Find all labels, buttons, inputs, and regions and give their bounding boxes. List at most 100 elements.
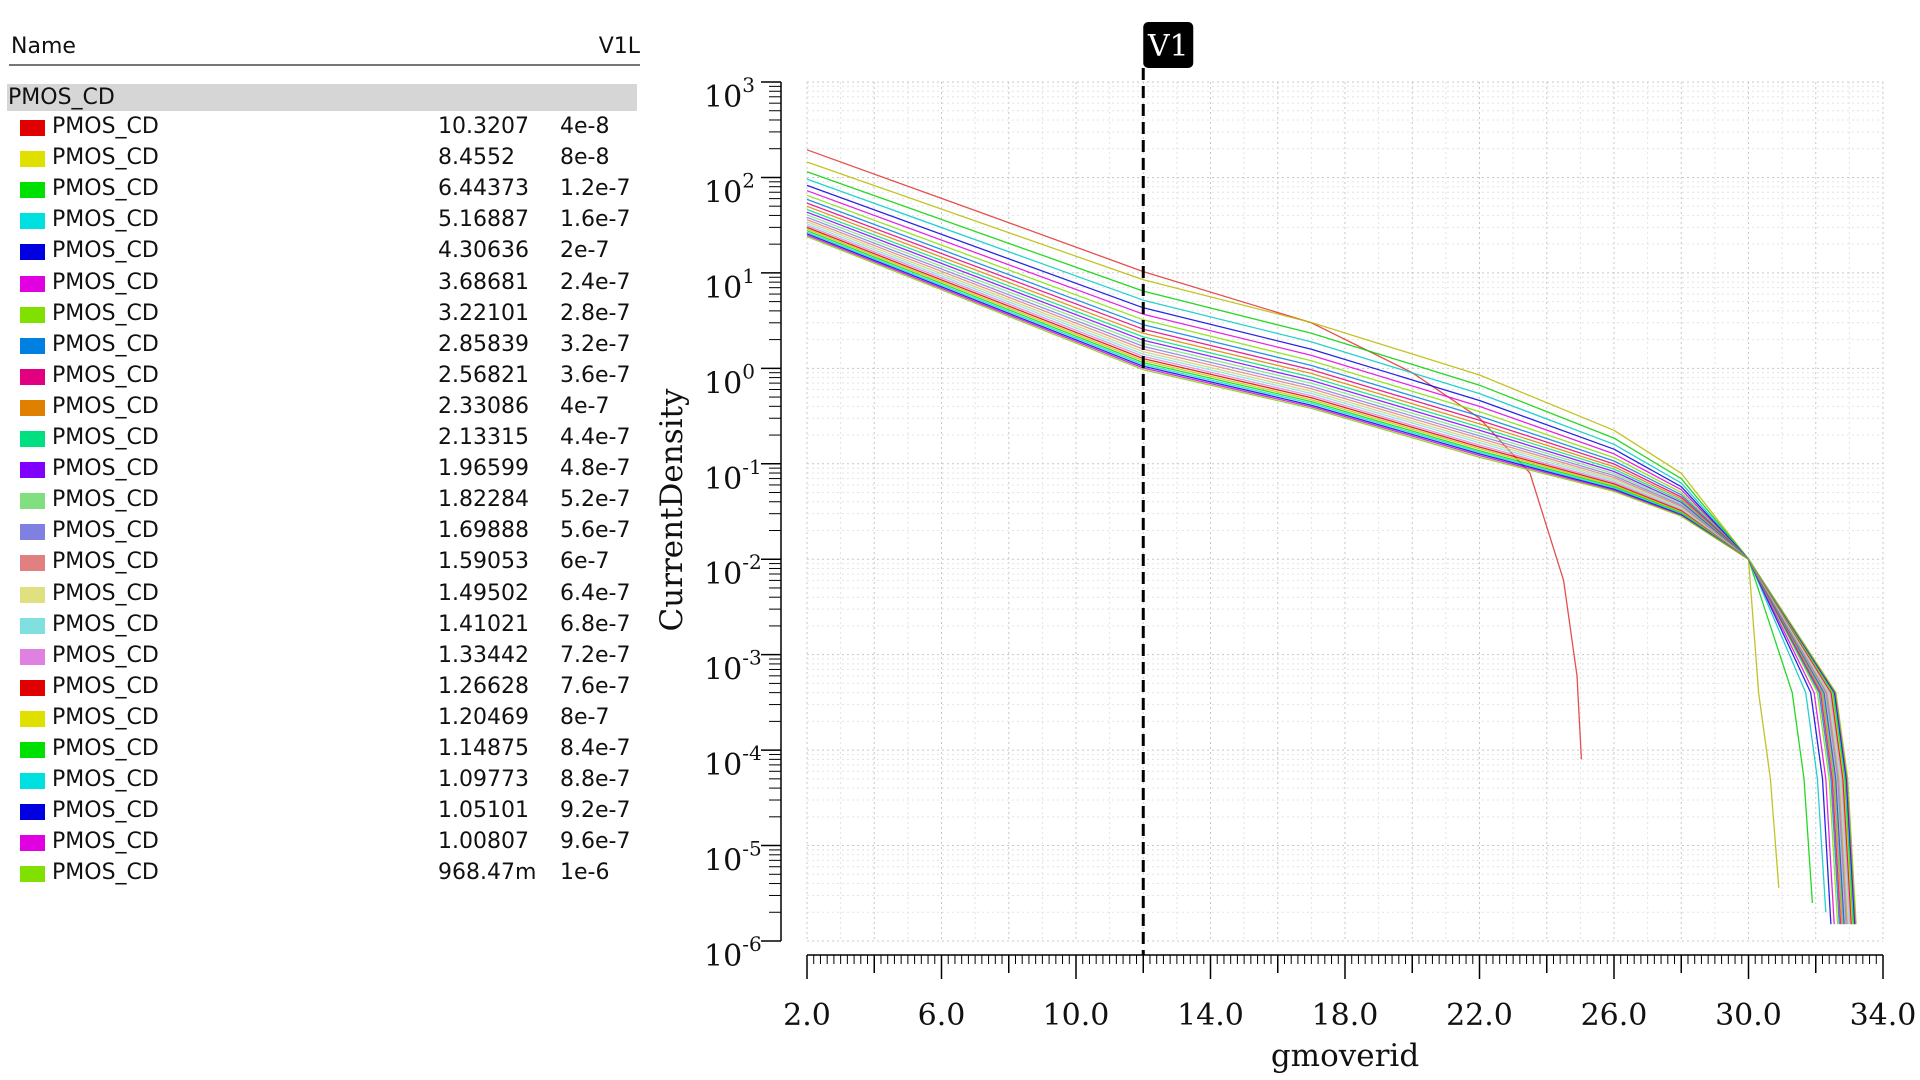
color-swatch — [20, 679, 45, 696]
legend-item[interactable]: PMOS_CD 3.68681 2.4e-7 — [0, 268, 640, 298]
item-param: 1.2e-7 — [560, 176, 631, 202]
legend-item[interactable]: PMOS_CD 1.59053 6e-7 — [0, 547, 640, 577]
legend-item[interactable]: PMOS_CD 1.82284 5.2e-7 — [0, 485, 640, 515]
item-name: PMOS_CD — [52, 425, 159, 450]
legend-item[interactable]: PMOS_CD 1.09773 8.8e-7 — [0, 765, 640, 795]
item-name: PMOS_CD — [52, 611, 159, 637]
color-swatch — [20, 804, 45, 821]
series-line[interactable] — [806, 223, 1851, 925]
legend-item[interactable]: PMOS_CD 968.47m 1e-6 — [0, 858, 640, 888]
legend-item[interactable]: PMOS_CD 1.49502 6.4e-7 — [0, 579, 640, 609]
legend-item[interactable]: PMOS_CD 1.41021 6.8e-7 — [0, 610, 640, 640]
item-param: 7.2e-7 — [560, 642, 631, 668]
legend-group-row[interactable]: PMOS_CD — [7, 84, 637, 111]
x-tick-label: 6.0 — [918, 998, 966, 1033]
item-param: 2.4e-7 — [560, 269, 631, 295]
column-header-v1l[interactable]: V1L — [598, 34, 640, 59]
item-value: 8.4552 — [438, 145, 515, 171]
color-swatch — [20, 399, 45, 416]
legend-item[interactable]: PMOS_CD 2.13315 4.4e-7 — [0, 423, 640, 453]
color-swatch — [20, 244, 45, 261]
item-name: PMOS_CD — [52, 487, 159, 513]
legend-item[interactable]: PMOS_CD 1.26628 7.6e-7 — [0, 672, 640, 702]
series-line[interactable] — [806, 214, 1846, 925]
series-line[interactable] — [806, 218, 1849, 925]
item-param: 9.6e-7 — [560, 829, 631, 855]
legend-item[interactable]: PMOS_CD 1.05101 9.2e-7 — [0, 796, 640, 826]
item-param: 4e-7 — [560, 393, 610, 419]
color-swatch — [20, 866, 45, 883]
legend-item[interactable]: PMOS_CD 1.00807 9.6e-7 — [0, 827, 640, 857]
y-tick-exponent: 3 — [742, 73, 755, 97]
series-line[interactable] — [806, 228, 1854, 925]
legend-item[interactable]: PMOS_CD 1.20469 8e-7 — [0, 703, 640, 733]
color-swatch — [20, 835, 45, 852]
series-line[interactable] — [806, 224, 1852, 925]
legend-item[interactable]: PMOS_CD 2.33086 4e-7 — [0, 392, 640, 422]
series-line[interactable] — [806, 233, 1856, 925]
series-line[interactable] — [806, 211, 1845, 925]
legend-item[interactable]: PMOS_CD 6.44373 1.2e-7 — [0, 174, 640, 204]
legend-item[interactable]: PMOS_CD 1.33442 7.2e-7 — [0, 641, 640, 671]
item-name: PMOS_CD — [52, 269, 159, 295]
series-line[interactable] — [806, 194, 1839, 925]
group-label: PMOS_CD — [8, 85, 115, 110]
item-value: 2.13315 — [438, 425, 529, 450]
y-tick-exponent: -2 — [742, 550, 761, 574]
legend-item[interactable]: PMOS_CD 1.96599 4.8e-7 — [0, 454, 640, 484]
series-line[interactable] — [806, 178, 1827, 913]
series-line[interactable] — [806, 184, 1832, 925]
item-param: 6.8e-7 — [560, 611, 631, 637]
item-param: 8e-7 — [560, 704, 610, 730]
series-line[interactable] — [806, 230, 1855, 925]
item-name: PMOS_CD — [52, 238, 159, 264]
series-line[interactable] — [806, 226, 1853, 925]
series-line[interactable] — [806, 234, 1857, 925]
item-value: 1.59053 — [438, 549, 529, 575]
item-value: 5.16887 — [438, 207, 529, 233]
grid — [806, 81, 1884, 942]
cursor-v1[interactable]: V1 — [1141, 22, 1194, 955]
legend-item[interactable]: PMOS_CD 4.30636 2e-7 — [0, 236, 640, 266]
series-line[interactable] — [806, 202, 1842, 925]
y-tick-base: 10 — [704, 748, 742, 783]
series-line[interactable] — [806, 216, 1847, 925]
series-line[interactable] — [806, 235, 1857, 925]
legend-item[interactable]: PMOS_CD 5.16887 1.6e-7 — [0, 205, 640, 235]
y-tick-exponent: -1 — [742, 455, 761, 479]
item-name: PMOS_CD — [52, 518, 159, 544]
item-name: PMOS_CD — [52, 456, 159, 482]
series-line[interactable] — [806, 190, 1835, 925]
item-param: 8.4e-7 — [560, 736, 631, 761]
cursor-label-box[interactable] — [1143, 22, 1194, 68]
legend-item[interactable]: PMOS_CD 2.56821 3.6e-7 — [0, 361, 640, 391]
series-line[interactable] — [806, 149, 1583, 760]
series-line[interactable] — [806, 208, 1844, 925]
legend-panel: Name V1L PMOS_CD PMOS_CD 10.3207 4e-8 PMOS_… — [0, 0, 650, 1080]
series-line[interactable] — [806, 231, 1855, 925]
x-axis-label: gmoverid — [1271, 1038, 1419, 1074]
legend-item[interactable]: PMOS_CD 10.3207 4e-8 — [0, 112, 640, 142]
legend-item[interactable]: PMOS_CD 1.14875 8.4e-7 — [0, 734, 640, 764]
series-line[interactable] — [806, 171, 1814, 904]
cursor-label: V1 — [1147, 29, 1189, 64]
item-value: 3.68681 — [438, 269, 529, 295]
legend-item[interactable]: PMOS_CD 2.85839 3.2e-7 — [0, 330, 640, 360]
series-line[interactable] — [806, 198, 1840, 925]
item-value: 1.49502 — [438, 580, 529, 606]
legend-item[interactable]: PMOS_CD 3.22101 2.8e-7 — [0, 299, 640, 329]
item-param: 3.6e-7 — [560, 362, 631, 388]
column-header-name[interactable]: Name — [11, 34, 76, 59]
item-param: 7.6e-7 — [560, 673, 631, 699]
y-tick-base: 10 — [704, 175, 742, 210]
series-line[interactable] — [806, 161, 1780, 888]
color-swatch — [20, 555, 45, 572]
color-swatch — [20, 337, 45, 354]
legend-item[interactable]: PMOS_CD 1.69888 5.6e-7 — [0, 516, 640, 546]
item-name: PMOS_CD — [52, 145, 159, 171]
legend-item[interactable]: PMOS_CD 8.4552 8e-8 — [0, 143, 640, 173]
series-line[interactable] — [806, 221, 1850, 925]
item-param: 8.8e-7 — [560, 767, 631, 793]
series-line[interactable] — [806, 205, 1843, 925]
